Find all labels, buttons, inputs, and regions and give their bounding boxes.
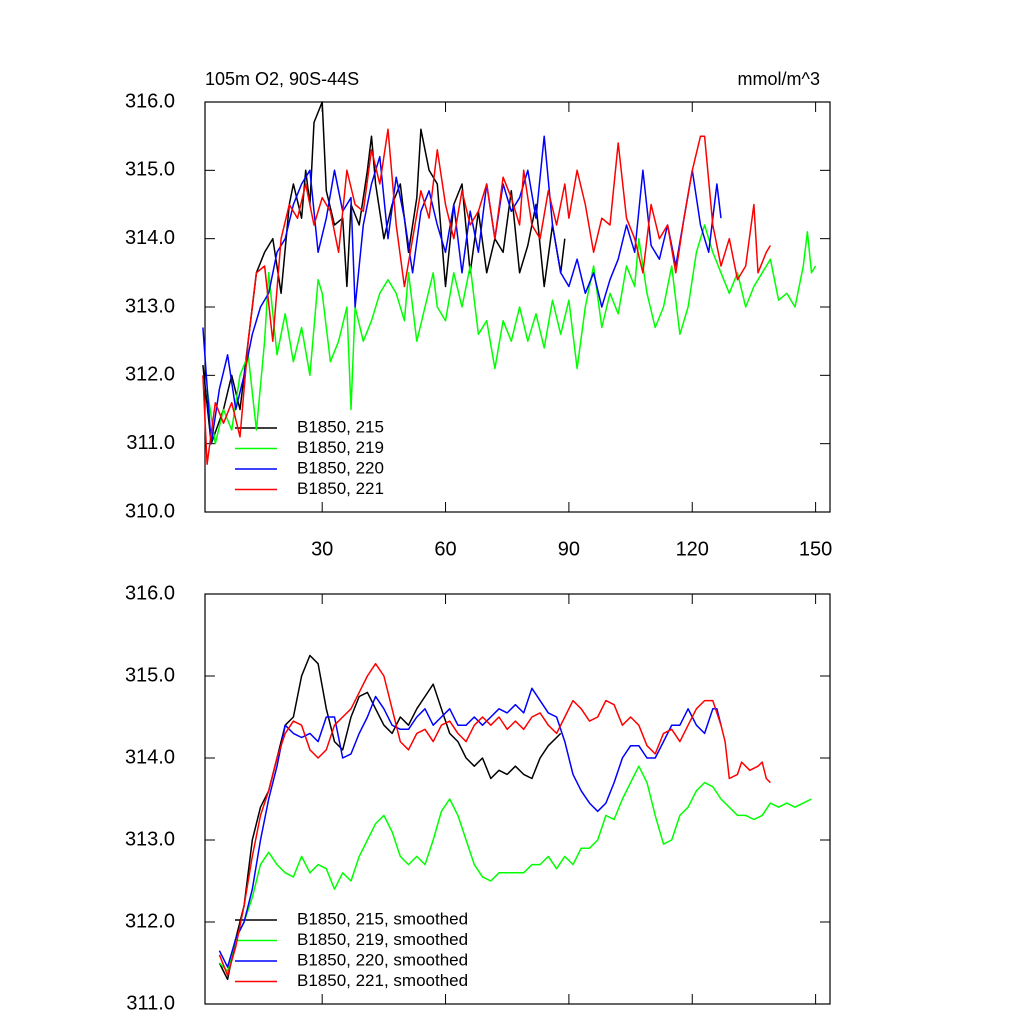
y-tick-label: 314.0 [125, 746, 175, 768]
x-tick-label: 60 [434, 538, 456, 560]
legend-label: B1850, 220 [297, 458, 384, 477]
legend-label: B1850, 221, smoothed [297, 971, 468, 990]
y-tick-label: 315.0 [125, 664, 175, 686]
x-tick-label: 90 [558, 538, 580, 560]
units-label: mmol/m^3 [738, 69, 820, 89]
series-line [218, 662, 771, 977]
plot-frame [204, 593, 831, 1005]
legend-label: B1850, 215, smoothed [297, 909, 468, 928]
x-tick-label: 120 [676, 538, 709, 560]
legend-label: B1850, 220, smoothed [297, 950, 468, 969]
y-tick-label: 314.0 [125, 227, 175, 249]
legend-label: B1850, 219 [297, 438, 384, 457]
y-tick-label: 311.0 [126, 432, 175, 454]
series-line [218, 687, 722, 968]
y-tick-label: 312.0 [125, 364, 175, 386]
legend-label: B1850, 219, smoothed [297, 930, 468, 949]
x-tick-label: 150 [799, 538, 832, 560]
y-tick-label: 313.0 [125, 828, 175, 850]
y-tick-label: 312.0 [125, 910, 175, 932]
series-line [202, 128, 772, 465]
y-tick-label: 315.0 [125, 159, 175, 181]
legend-label: B1850, 215 [297, 417, 384, 436]
series-line [218, 765, 812, 972]
series-line [202, 135, 722, 445]
legend-label: B1850, 221 [297, 479, 384, 498]
y-tick-label: 313.0 [125, 295, 175, 317]
chart-title: 105m O2, 90S-44S [205, 69, 359, 89]
y-tick-label: 316.0 [125, 90, 175, 112]
y-tick-label: 311.0 [126, 992, 175, 1014]
y-tick-label: 316.0 [125, 582, 175, 604]
x-tick-label: 30 [311, 538, 333, 560]
series-line [206, 224, 817, 445]
y-tick-label: 310.0 [125, 500, 175, 522]
